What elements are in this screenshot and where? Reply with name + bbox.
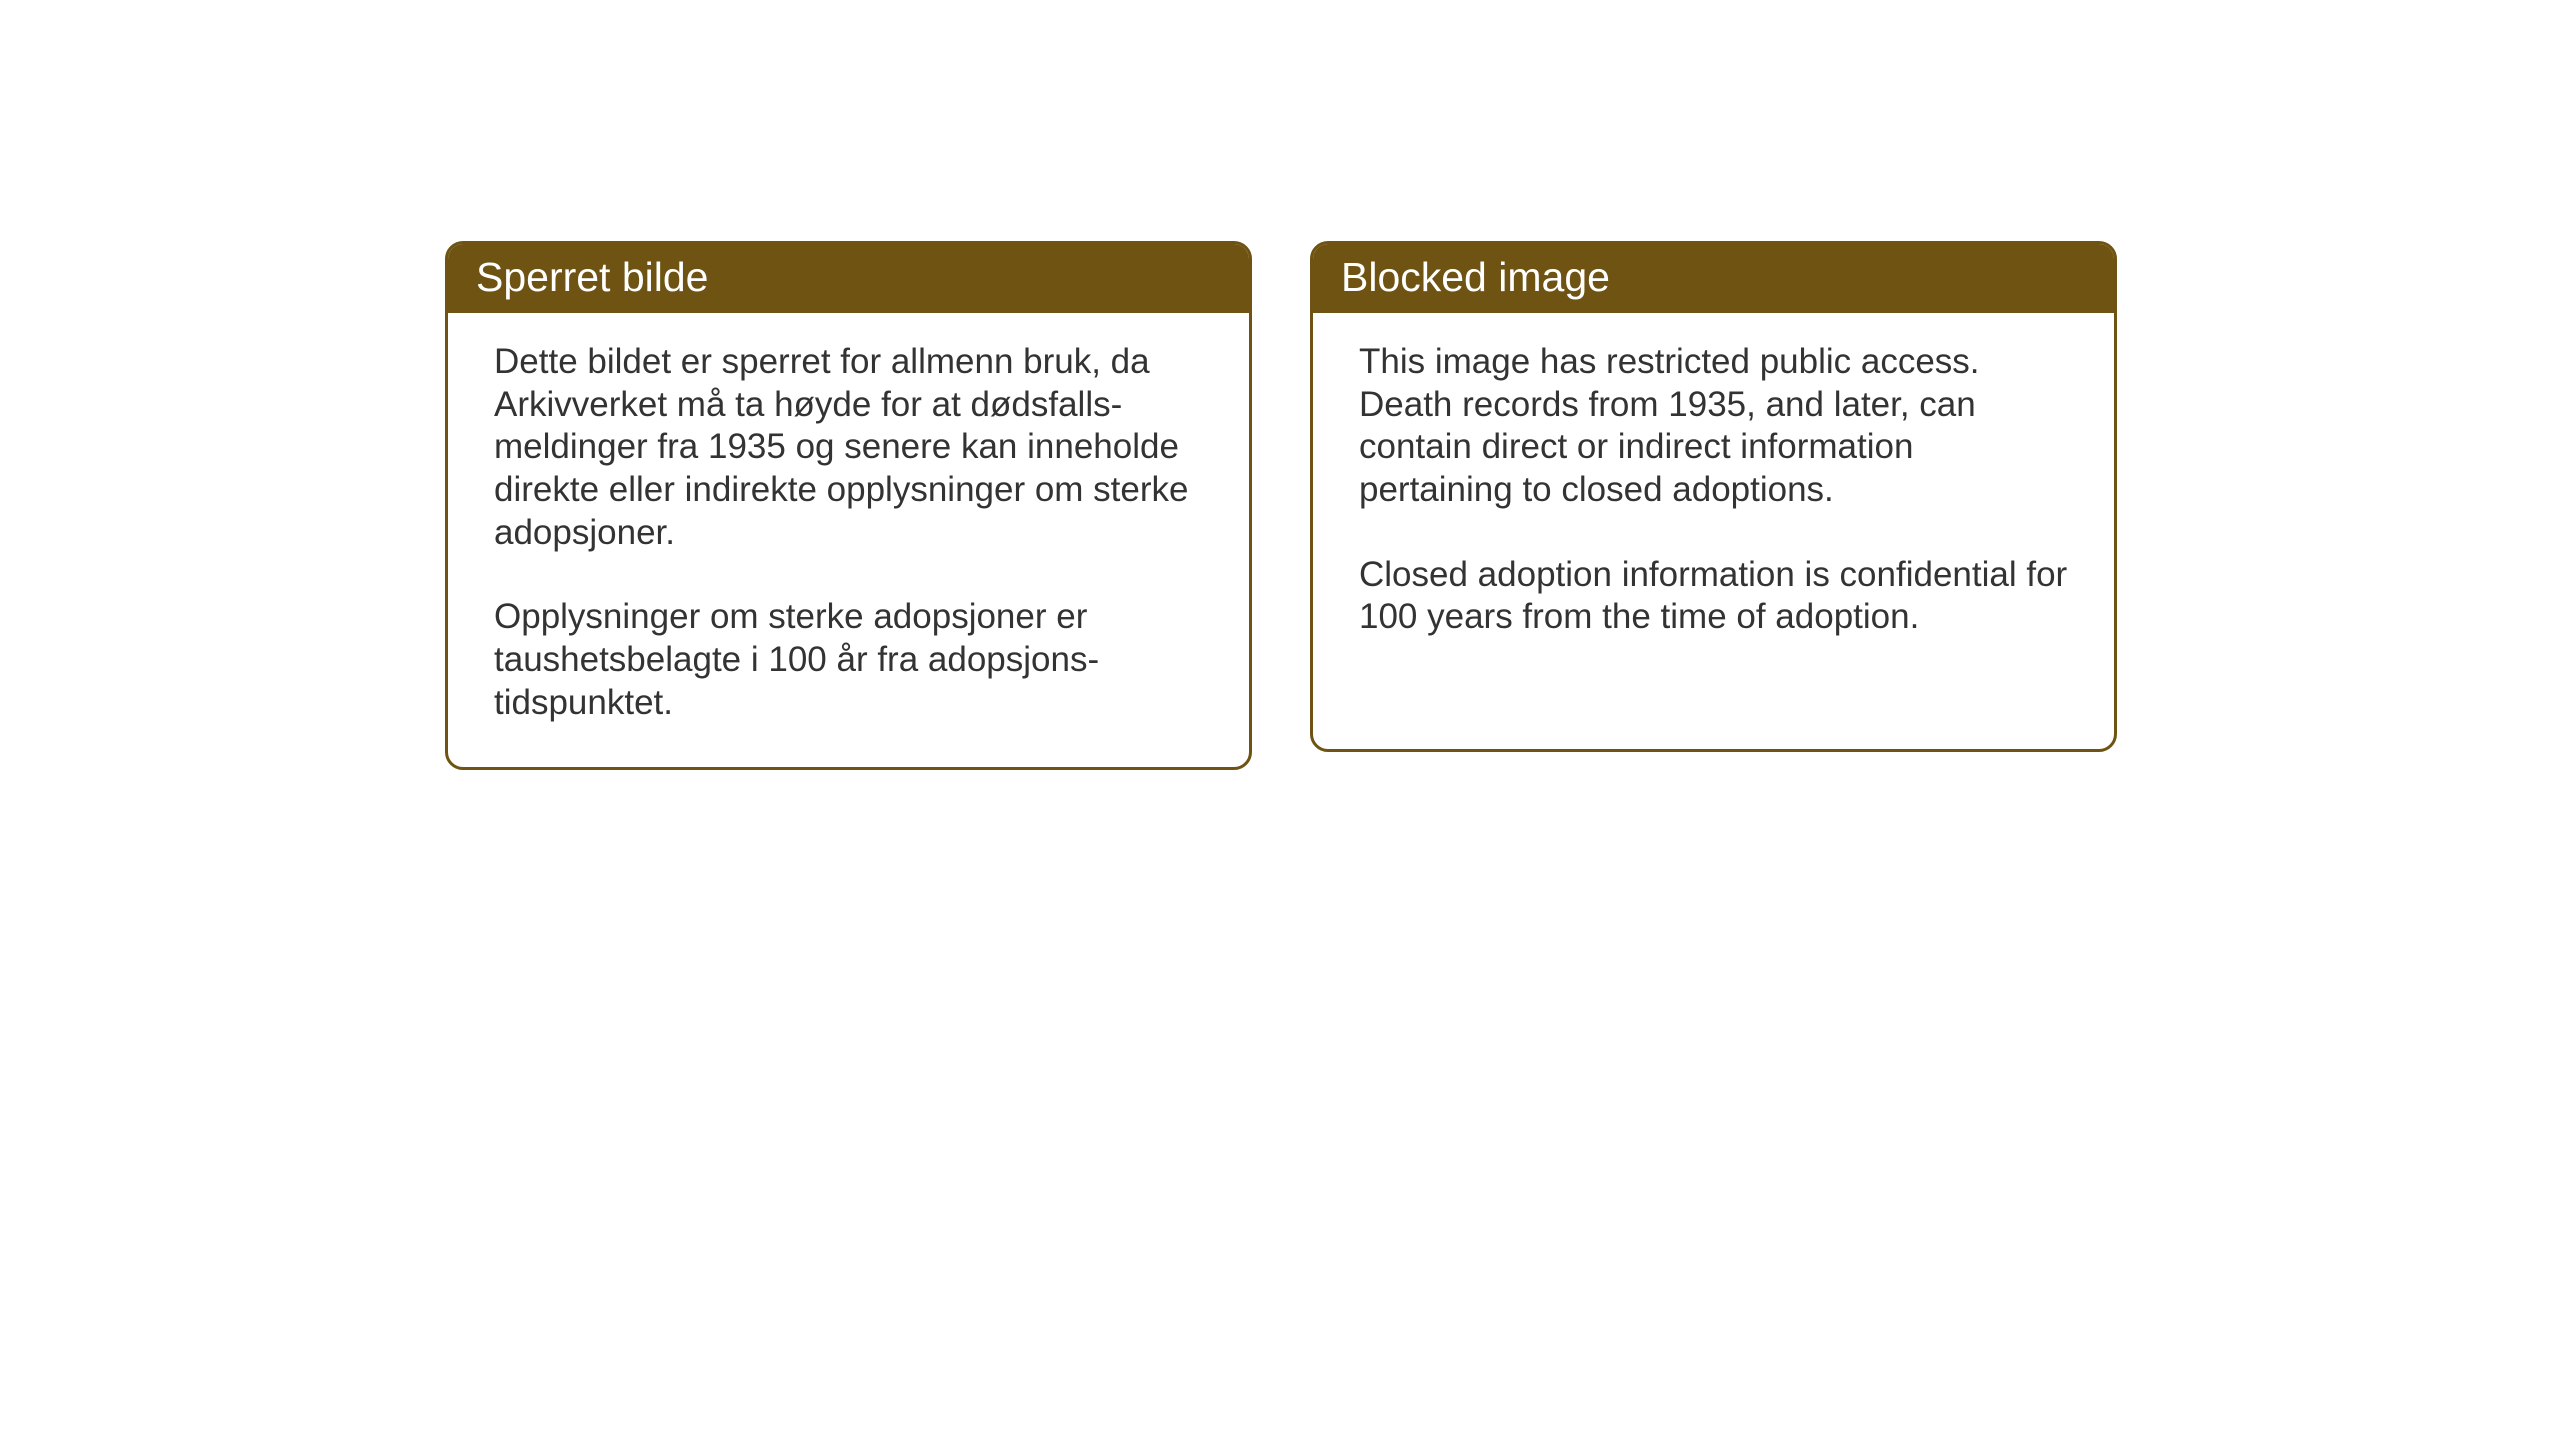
blocked-image-card-norwegian: Sperret bilde Dette bildet er sperret fo… xyxy=(445,241,1252,770)
card-paragraph-2-norwegian: Opplysninger om sterke adopsjoner er tau… xyxy=(494,596,1203,724)
card-paragraph-1-english: This image has restricted public access.… xyxy=(1359,341,2068,512)
card-paragraph-1-norwegian: Dette bildet er sperret for allmenn bruk… xyxy=(494,341,1203,554)
card-header-norwegian: Sperret bilde xyxy=(448,244,1249,313)
card-body-english: This image has restricted public access.… xyxy=(1313,313,2114,681)
blocked-image-card-english: Blocked image This image has restricted … xyxy=(1310,241,2117,752)
cards-container: Sperret bilde Dette bildet er sperret fo… xyxy=(445,241,2117,770)
card-body-norwegian: Dette bildet er sperret for allmenn bruk… xyxy=(448,313,1249,767)
card-header-english: Blocked image xyxy=(1313,244,2114,313)
card-paragraph-2-english: Closed adoption information is confident… xyxy=(1359,554,2068,639)
